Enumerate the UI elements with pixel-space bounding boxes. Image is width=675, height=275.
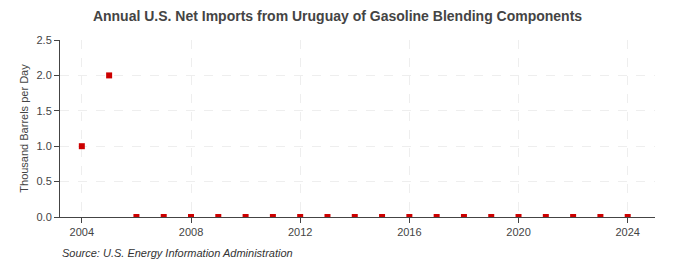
svg-text:0.5: 0.5 — [37, 175, 52, 187]
svg-text:1.0: 1.0 — [37, 140, 52, 152]
svg-text:Thousand Barrels per Day: Thousand Barrels per Day — [18, 64, 30, 193]
svg-text:2.5: 2.5 — [37, 34, 52, 46]
svg-text:0.0: 0.0 — [37, 211, 52, 223]
svg-text:Source: U.S. Energy Informatio: Source: U.S. Energy Information Administ… — [62, 247, 293, 259]
svg-text:2020: 2020 — [506, 226, 530, 238]
svg-text:2.0: 2.0 — [37, 69, 52, 81]
svg-text:2016: 2016 — [397, 226, 421, 238]
svg-text:2008: 2008 — [179, 226, 203, 238]
svg-text:2024: 2024 — [615, 226, 639, 238]
svg-text:2004: 2004 — [70, 226, 94, 238]
svg-text:1.5: 1.5 — [37, 105, 52, 117]
svg-text:2012: 2012 — [288, 226, 312, 238]
svg-text:Annual U.S. Net Imports from U: Annual U.S. Net Imports from Uruguay of … — [93, 8, 582, 24]
